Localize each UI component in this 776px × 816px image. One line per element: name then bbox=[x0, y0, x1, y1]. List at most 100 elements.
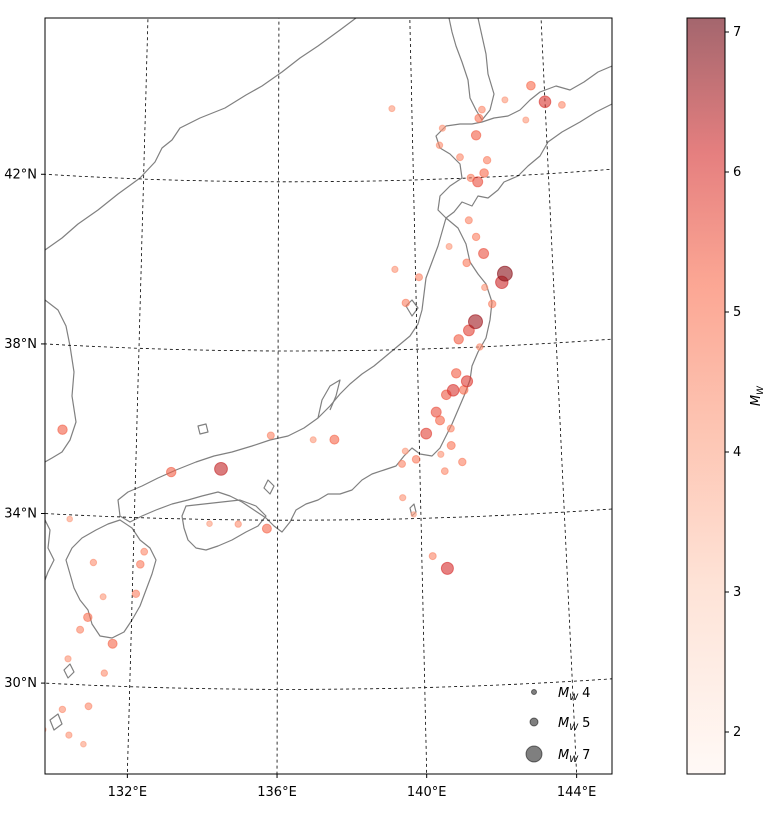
earthquake-point bbox=[446, 424, 455, 433]
earthquake-point bbox=[472, 176, 484, 188]
legend-subscript-4: W bbox=[569, 693, 579, 703]
legend-label-5: MW 5 bbox=[558, 716, 590, 733]
earthquake-point bbox=[401, 298, 410, 308]
earthquake-point bbox=[482, 156, 492, 165]
parallel-38 bbox=[45, 338, 612, 352]
earthquake-point bbox=[478, 248, 490, 259]
earthquake-point bbox=[388, 105, 396, 113]
coast-kyushu bbox=[65, 519, 157, 639]
earthquake-point bbox=[100, 669, 109, 677]
earthquake-point bbox=[136, 560, 145, 569]
coast-sado bbox=[405, 299, 419, 317]
ytick-label-42: 42°N bbox=[4, 167, 37, 182]
parallel-42 bbox=[45, 168, 612, 183]
colorbar-ticks: 2 3 4 5 6 7 bbox=[725, 25, 741, 740]
colorbar-tick-label-6: 6 bbox=[733, 165, 741, 180]
earthquake-point bbox=[131, 589, 141, 598]
colorbar-frame bbox=[686, 17, 726, 775]
colorbar-label: MW bbox=[749, 385, 766, 406]
xtick-label-144: 144°E bbox=[557, 785, 597, 800]
colorbar-gradient bbox=[687, 18, 725, 774]
earthquake-point bbox=[470, 130, 482, 141]
earthquake-point bbox=[464, 216, 473, 225]
coast-korea bbox=[45, 299, 77, 463]
earthquake-point bbox=[76, 625, 85, 634]
xtick-label-136: 136°E bbox=[257, 785, 297, 800]
legend-marker-5 bbox=[529, 717, 539, 727]
earthquake-point bbox=[415, 273, 423, 282]
coast-ryukyu-2 bbox=[49, 713, 63, 731]
coast-asia-mainland bbox=[45, 18, 357, 251]
coast-ryukyu-1 bbox=[63, 663, 75, 679]
earthquake-point bbox=[478, 105, 486, 114]
earthquake-point bbox=[401, 447, 409, 455]
ytick-label-38: 38°N bbox=[4, 337, 37, 352]
earthquake-point bbox=[428, 552, 437, 561]
ytick-label-30: 30°N bbox=[4, 676, 37, 691]
coast-shikoku bbox=[181, 499, 267, 551]
earthquake-point bbox=[488, 299, 497, 309]
coast-china-east bbox=[45, 519, 55, 581]
colorbar-tick-label-5: 5 bbox=[733, 305, 741, 320]
earthquake-point bbox=[58, 705, 67, 714]
earthquake-point bbox=[234, 520, 242, 528]
earthquake-point bbox=[391, 265, 399, 273]
map-area: 132°E 136°E 140°E 144°E 30°N 34°N 38°N 42°N MW 4… bbox=[0, 0, 613, 816]
earthquake-point bbox=[479, 168, 489, 178]
earthquake-point bbox=[99, 593, 107, 601]
xtick-label-132: 132°E bbox=[108, 785, 148, 800]
earthquake-point bbox=[446, 384, 460, 397]
earthquake-point bbox=[398, 459, 406, 468]
earthquake-point bbox=[558, 101, 566, 109]
earthquake-point bbox=[501, 96, 509, 104]
legend-marker-7 bbox=[525, 745, 543, 763]
earthquake-point bbox=[451, 368, 462, 379]
earthquake-point bbox=[399, 494, 407, 502]
earthquake-point bbox=[445, 243, 453, 250]
earthquake-point bbox=[440, 467, 449, 476]
earthquake-point bbox=[437, 450, 445, 458]
earthquake-point bbox=[474, 113, 484, 123]
xtick-label-140: 140°E bbox=[407, 785, 447, 800]
meridian-136 bbox=[276, 18, 280, 774]
earthquake-point bbox=[462, 258, 472, 268]
colorbar-tick-label-4: 4 bbox=[733, 445, 741, 460]
earthquake-point bbox=[206, 520, 213, 528]
meridian-132 bbox=[126, 18, 149, 774]
map-background bbox=[45, 18, 612, 774]
earthquake-point bbox=[65, 731, 73, 739]
earthquake-point bbox=[410, 511, 417, 518]
earthquake-point bbox=[460, 375, 474, 388]
earthquake-point bbox=[471, 232, 481, 242]
ytick-label-34: 34°N bbox=[4, 507, 37, 522]
colorbar: 2 3 4 5 6 7 MW bbox=[686, 17, 766, 775]
coast-oki bbox=[197, 423, 209, 435]
earthquake-point bbox=[538, 95, 552, 109]
coast-hokkaido bbox=[435, 65, 612, 219]
earthquake-point bbox=[481, 283, 489, 291]
earthquake-point bbox=[140, 547, 149, 556]
earthquake-point bbox=[64, 655, 72, 663]
meridian-128 bbox=[0, 0, 20, 816]
legend-label-7: MW 7 bbox=[558, 748, 590, 765]
earthquake-point bbox=[446, 441, 456, 450]
axis-ticks: 132°E 136°E 140°E 144°E 30°N 34°N 38°N 42°N bbox=[4, 167, 596, 800]
earthquake-point bbox=[80, 740, 87, 748]
earthquake-point bbox=[83, 612, 93, 622]
earthquake-point bbox=[411, 455, 421, 464]
meridian-140 bbox=[409, 18, 428, 774]
earthquake-point bbox=[309, 436, 317, 444]
earthquake-point bbox=[214, 462, 228, 476]
coastlines bbox=[45, 18, 612, 731]
colorbar-tick-label-3: 3 bbox=[733, 585, 741, 600]
earthquake-point bbox=[458, 457, 467, 467]
earthquake-point bbox=[456, 153, 464, 162]
earthquake-point bbox=[266, 431, 275, 440]
coast-awaji bbox=[263, 479, 275, 495]
earthquake-point bbox=[522, 116, 530, 124]
coast-noto bbox=[317, 379, 341, 419]
earthquake-point bbox=[420, 427, 433, 440]
earthquake-point bbox=[526, 80, 536, 91]
earthquake-point bbox=[453, 334, 464, 345]
graticule bbox=[0, 0, 612, 816]
